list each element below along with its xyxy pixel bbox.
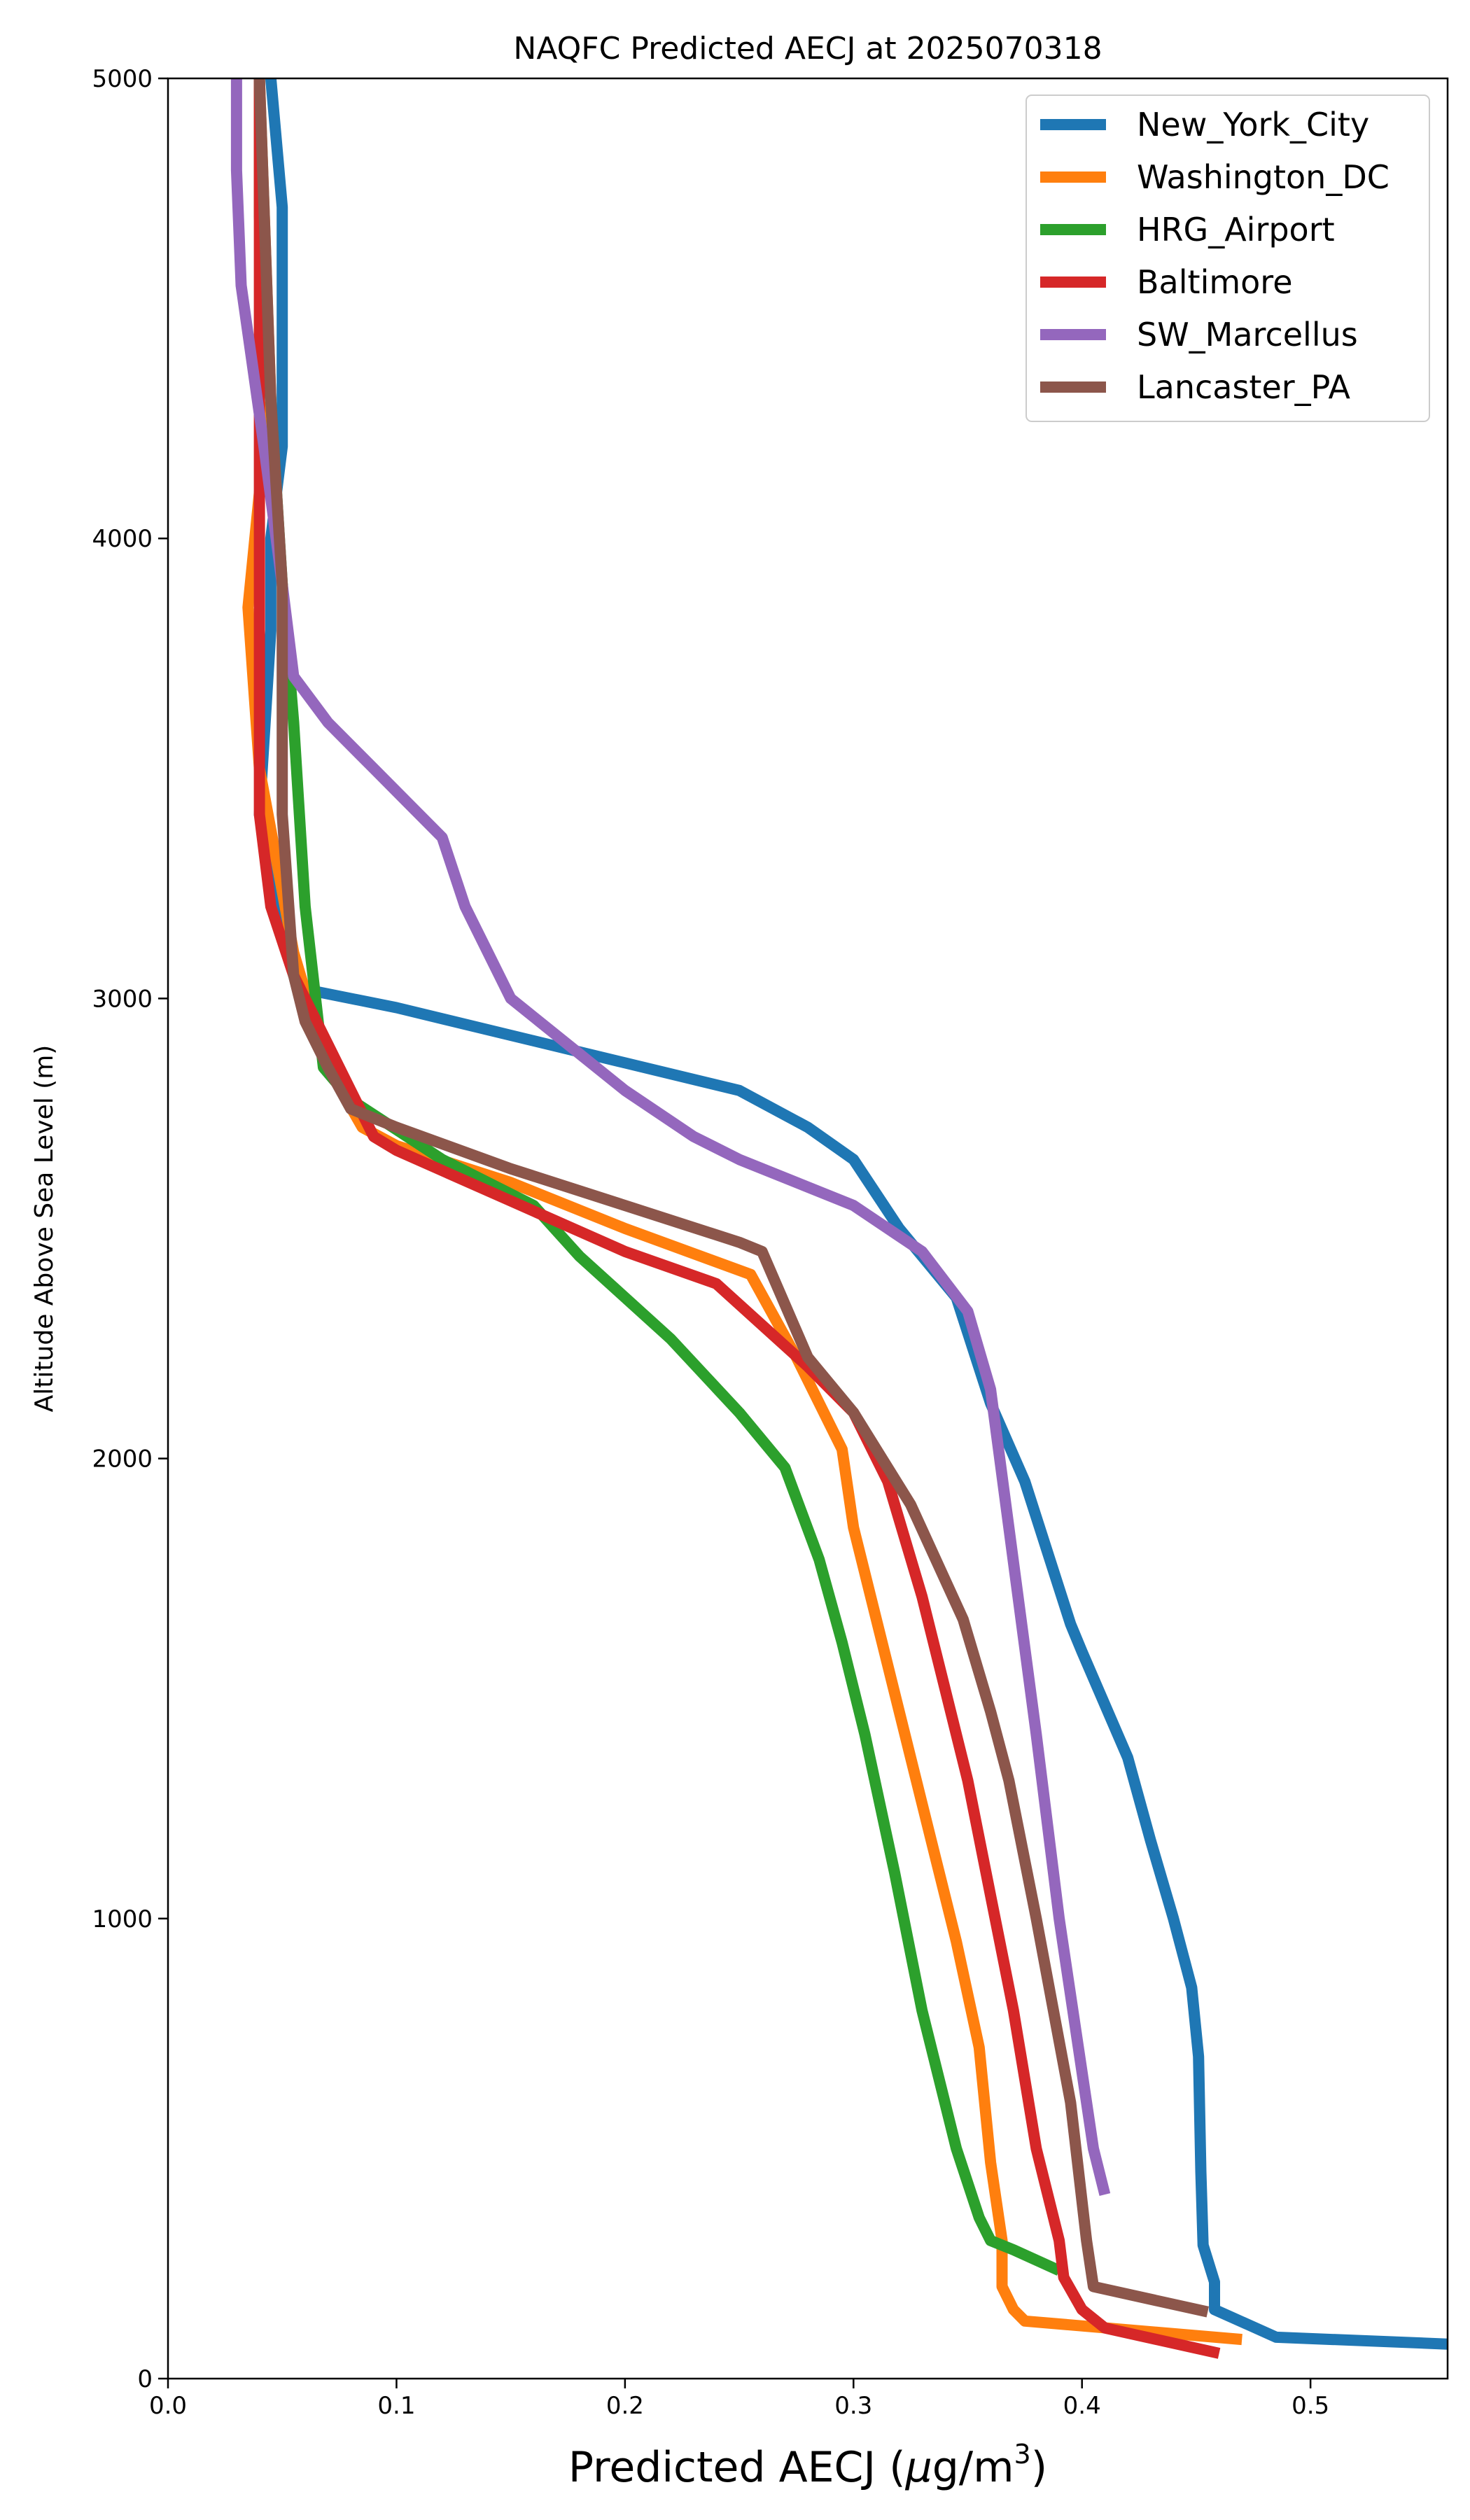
y-tick-label: 0 bbox=[137, 2365, 153, 2393]
legend-label: New_York_City bbox=[1137, 106, 1369, 144]
series-group bbox=[230, 78, 1448, 2359]
x-axis-label-unit: g/m bbox=[932, 2443, 1014, 2492]
chart-title: NAQFC Predicted AECJ at 2025070318 bbox=[513, 31, 1102, 66]
x-tick-label: 0.4 bbox=[1063, 2392, 1101, 2420]
legend-box bbox=[1026, 94, 1430, 422]
legend-label: HRG_Airport bbox=[1137, 211, 1335, 248]
legend: New_York_City Washington_DC HRG_Airport Bal… bbox=[1026, 94, 1430, 422]
y-tick-label: 1000 bbox=[92, 1905, 153, 1933]
y-axis-label: Altitude Above Sea Level (m) bbox=[30, 1045, 59, 1413]
x-tick-label: 0.3 bbox=[834, 2392, 872, 2420]
x-axis-label-mu: μ bbox=[905, 2443, 932, 2492]
series-line-baltimore bbox=[253, 78, 1221, 2359]
series-line-lancaster-pa bbox=[253, 78, 1210, 2318]
legend-label: Washington_DC bbox=[1137, 158, 1390, 196]
y-tick-label: 2000 bbox=[92, 1446, 153, 1474]
y-tick-label: 4000 bbox=[92, 525, 153, 553]
x-axis-label-suffix: ) bbox=[1031, 2443, 1047, 2492]
y-tick-label: 3000 bbox=[92, 985, 153, 1013]
legend-label: Lancaster_PA bbox=[1137, 368, 1350, 406]
y-tick-label: 5000 bbox=[92, 65, 153, 93]
x-tick-label: 0.0 bbox=[149, 2392, 187, 2420]
x-axis: 0.0 0.1 0.2 0.3 0.4 0.5 bbox=[149, 2379, 1329, 2420]
y-axis: 0 1000 2000 3000 4000 5000 bbox=[92, 65, 168, 2393]
x-tick-label: 0.5 bbox=[1292, 2392, 1329, 2420]
x-axis-label-prefix: Predicted AECJ ( bbox=[568, 2443, 906, 2492]
x-tick-label: 0.2 bbox=[606, 2392, 644, 2420]
legend-label: Baltimore bbox=[1137, 263, 1293, 301]
x-axis-label: Predicted AECJ (μg/m3) bbox=[568, 2439, 1047, 2492]
x-tick-label: 0.1 bbox=[377, 2392, 415, 2420]
series-line-sw-marcellus bbox=[230, 78, 1111, 2197]
legend-label: SW_Marcellus bbox=[1137, 316, 1358, 354]
series-line-hrg-airport bbox=[253, 78, 1062, 2276]
x-axis-label-superscript: 3 bbox=[1014, 2439, 1031, 2470]
plot-frame bbox=[167, 77, 1449, 2380]
